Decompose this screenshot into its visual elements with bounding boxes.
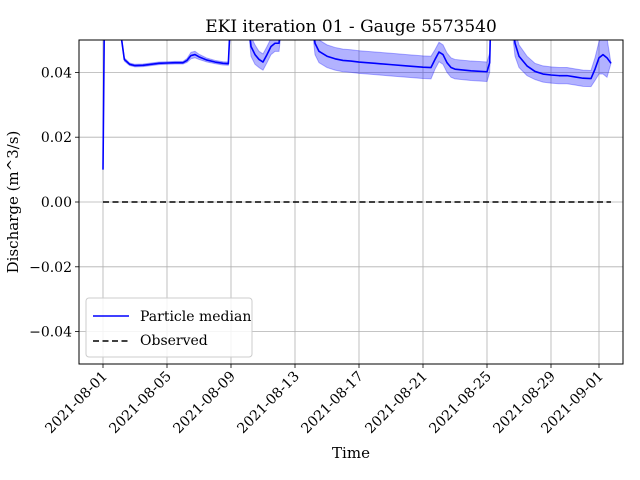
legend-label-observed: Observed — [140, 333, 208, 349]
particle-median-line — [102, 40, 612, 170]
y-tick-label: 0.02 — [41, 130, 72, 146]
plot-area — [102, 40, 612, 203]
legend-label-particle-median: Particle median — [140, 309, 251, 325]
y-tick-label: −0.04 — [29, 325, 72, 341]
legend: Particle median Observed — [85, 297, 253, 358]
y-axis-label: Discharge (m^3/s) — [4, 131, 22, 274]
y-tick-label: −0.02 — [29, 260, 72, 276]
y-tick-label: 0.00 — [41, 195, 72, 211]
y-tick-label: 0.04 — [41, 65, 72, 81]
chart-title: EKI iteration 01 - Gauge 5573540 — [205, 17, 497, 37]
legend-box — [85, 297, 253, 358]
x-axis-label: Time — [332, 444, 370, 462]
